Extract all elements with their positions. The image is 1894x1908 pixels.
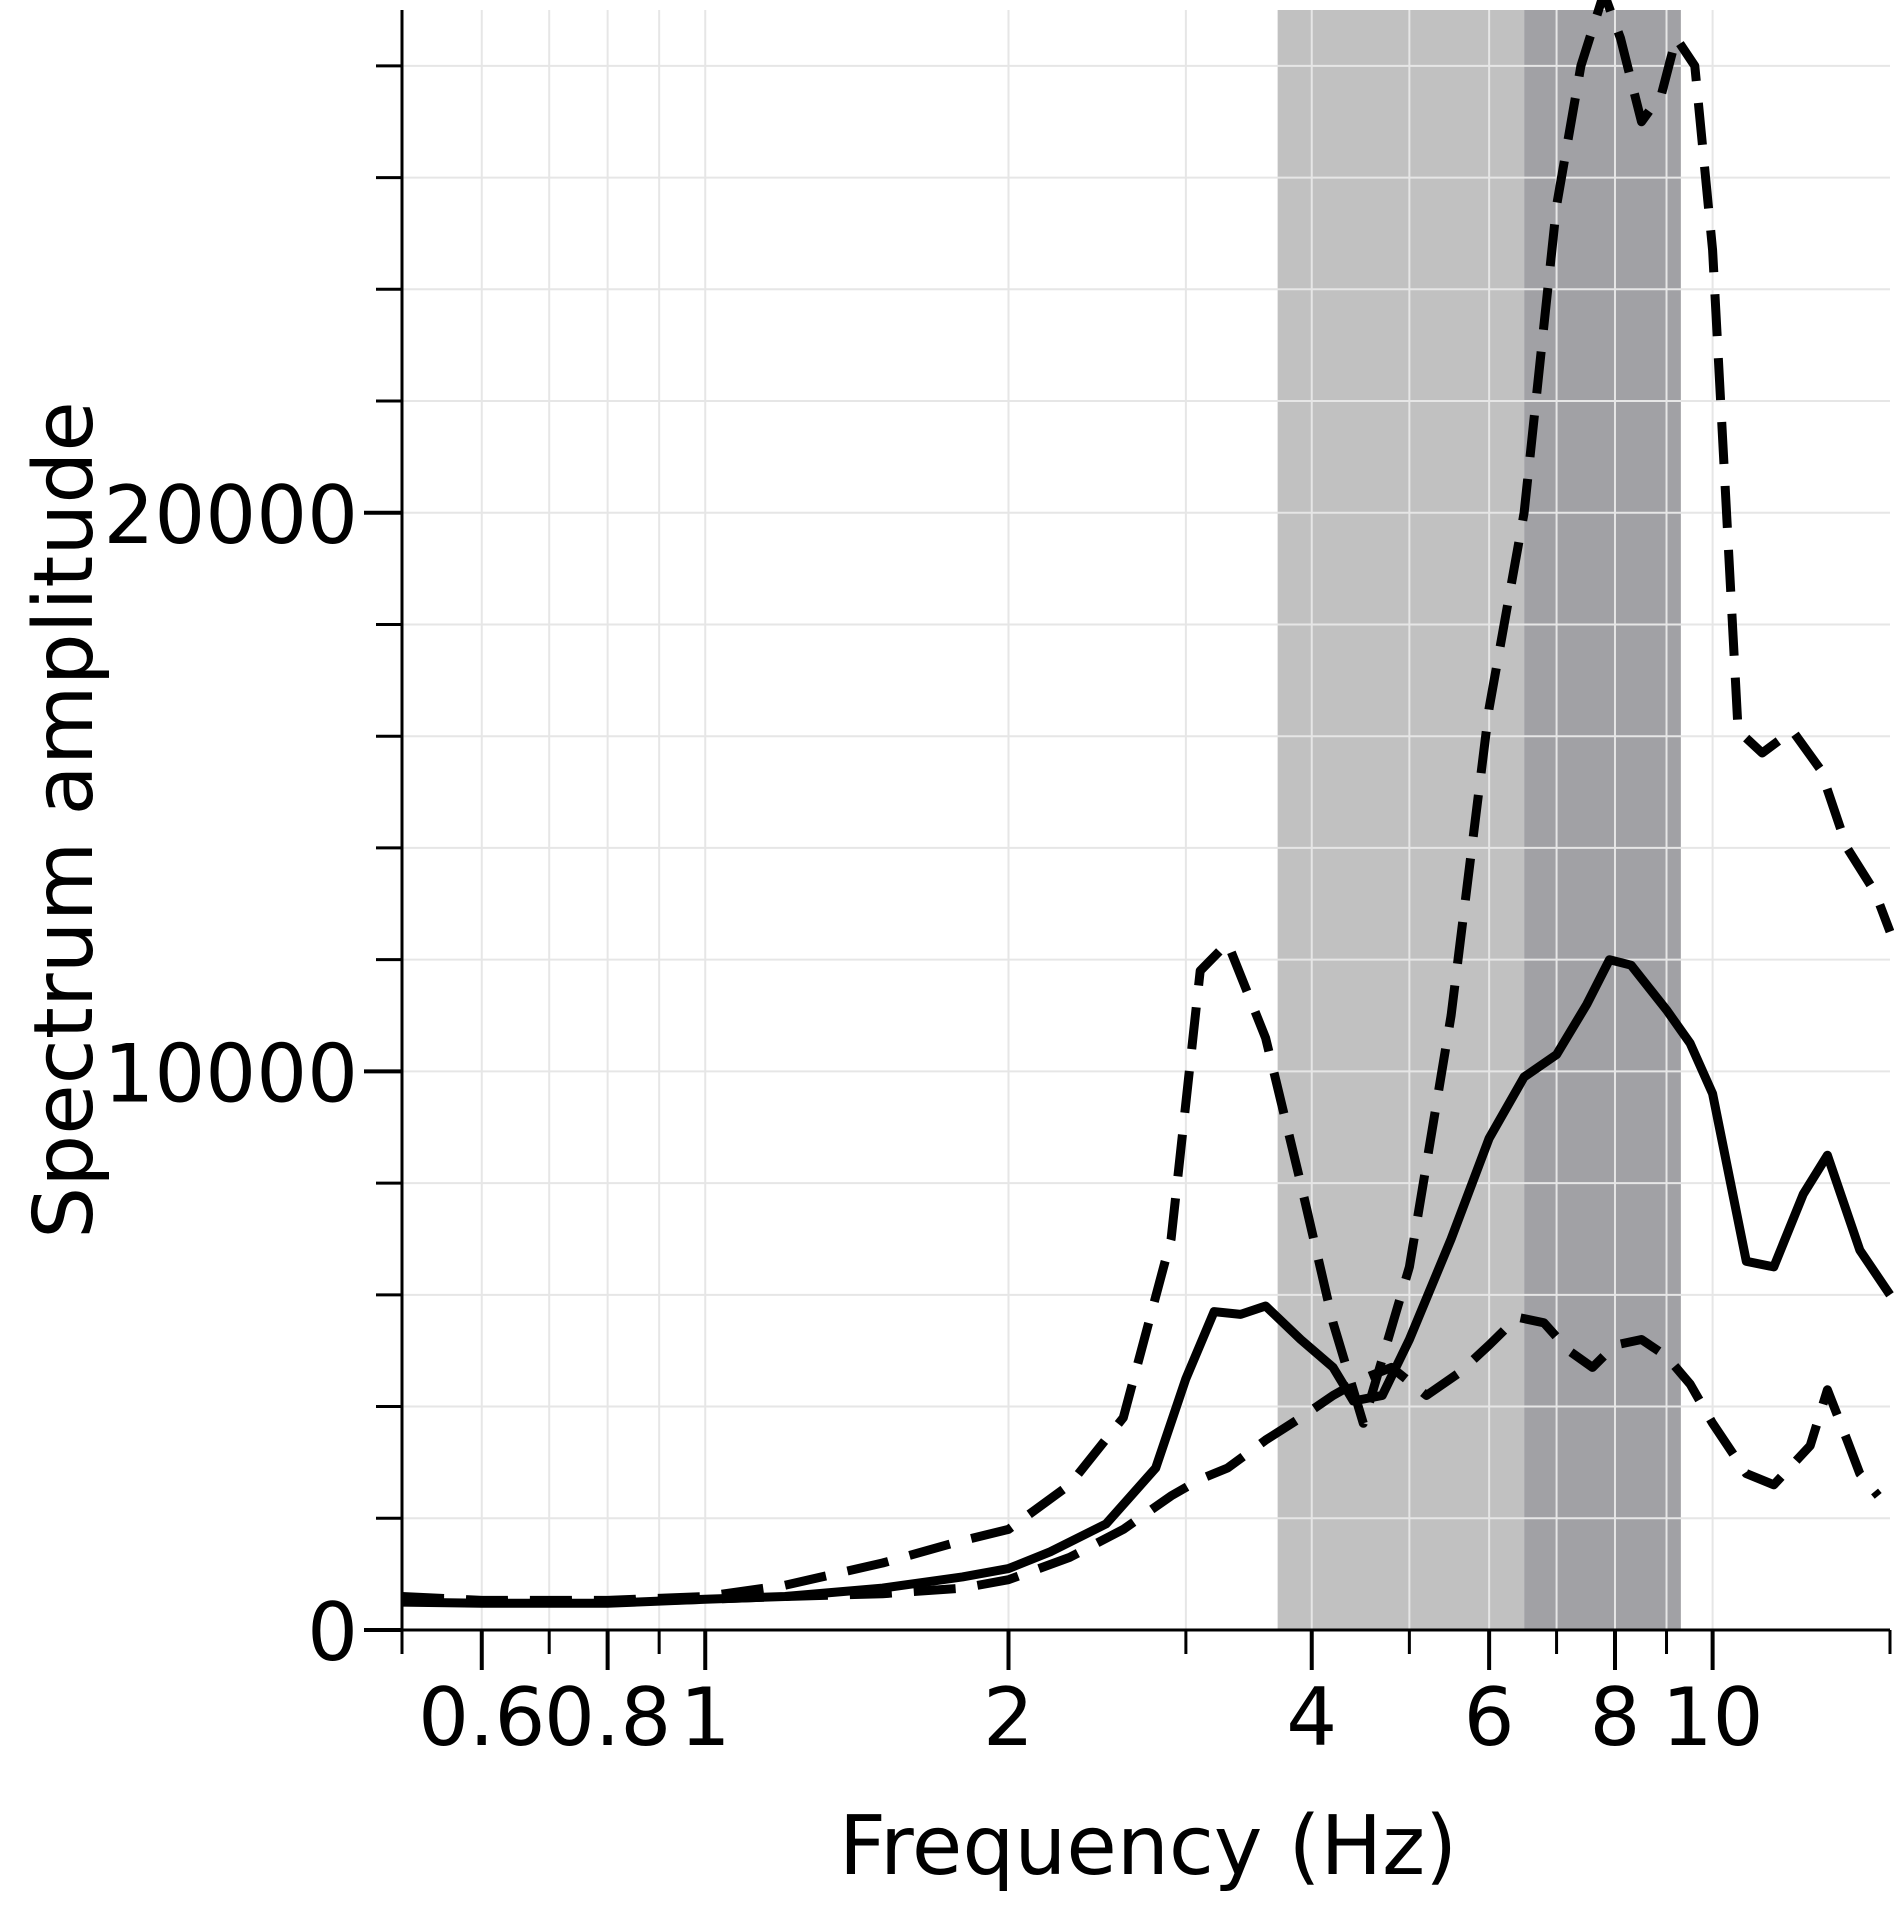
x-tick-labels: 0.60.8 1 2 4 6 8 10	[418, 1671, 1763, 1764]
minor-grid	[401, 10, 1890, 1630]
shaded-band-1	[1277, 10, 1525, 1630]
y-axis-label: Spectrum amplitude	[17, 401, 112, 1239]
axes	[364, 10, 1892, 1670]
series-line-3-dashed	[401, 1312, 1882, 1607]
data-series	[401, 0, 1894, 1608]
y-tick-label: 20000	[104, 469, 359, 562]
series-line-2-dashed	[401, 0, 1894, 1605]
x-tick-label: 8	[1590, 1671, 1641, 1764]
y-tick-label: 10000	[104, 1027, 359, 1120]
x-tick-label: 0.6	[418, 1671, 545, 1764]
y-tick-label: 0	[307, 1586, 358, 1679]
x-axis-label: Frequency (Hz)	[839, 1799, 1457, 1894]
x-tick-label: 2	[983, 1671, 1034, 1764]
x-tick-label: 10	[1662, 1671, 1764, 1764]
x-tick-label: 4	[1286, 1671, 1337, 1764]
x-tick-label: 6	[1464, 1671, 1515, 1764]
x-tick-label: 1	[680, 1671, 731, 1764]
y-tick-labels: 0 10000 20000	[104, 469, 359, 1679]
x-tick-label: 0.8	[544, 1671, 671, 1764]
